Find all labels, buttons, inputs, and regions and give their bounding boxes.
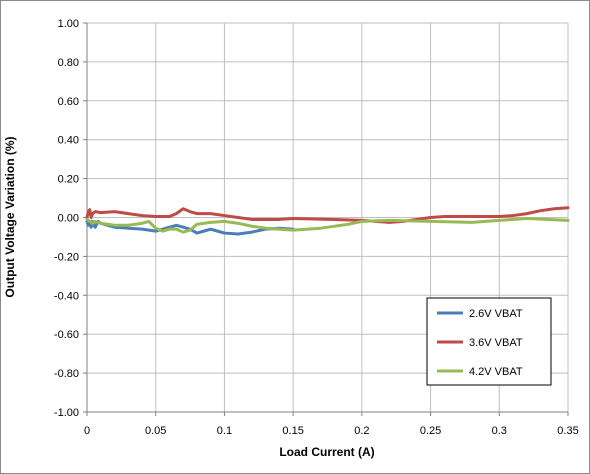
legend: 2.6V VBAT 3.6V VBAT 4.2V VBAT (426, 297, 552, 386)
series-line-3-6v-vbat (85, 206, 570, 224)
legend-label-3-6v-vbat: 3.6V VBAT (469, 337, 523, 349)
legend-label-2-6v-vbat: 2.6V VBAT (469, 308, 523, 320)
y-tick-label: -0.80 (54, 368, 79, 380)
y-tick-label: 1.00 (58, 18, 79, 30)
y-tick-label: -0.40 (54, 290, 79, 302)
series-lines (85, 206, 570, 236)
y-tick-label: -0.60 (54, 329, 79, 341)
x-tick-label: 0.05 (145, 425, 166, 437)
series-line-4-2v-vbat (85, 216, 570, 234)
x-tick-label: 0 (84, 425, 90, 437)
y-tick-label: 0.20 (58, 174, 79, 186)
y-tick-label: -0.20 (54, 251, 79, 263)
y-tick-label: 0.00 (58, 213, 79, 225)
y-tick-label: 0.60 (58, 96, 79, 108)
y-axis-title: Output Voltage Variation (%) (3, 136, 17, 297)
legend-label-4-2v-vbat: 4.2V VBAT (469, 366, 523, 378)
x-tick-label: 0.35 (557, 425, 578, 437)
x-tick-label: 0.1 (217, 425, 232, 437)
x-tick-label: 0.25 (420, 425, 441, 437)
y-tick-label: -1.00 (54, 407, 79, 419)
y-tick-label: 0.80 (58, 57, 79, 69)
x-tick-label: 0.2 (354, 425, 369, 437)
x-tick-label: 0.15 (282, 425, 303, 437)
x-axis-title: Load Current (A) (279, 445, 374, 459)
y-tick-label: 0.40 (58, 135, 79, 147)
tick-labels: 1.000.800.600.400.200.00-0.20-0.40-0.60-… (54, 18, 579, 437)
x-tick-label: 0.3 (492, 425, 507, 437)
